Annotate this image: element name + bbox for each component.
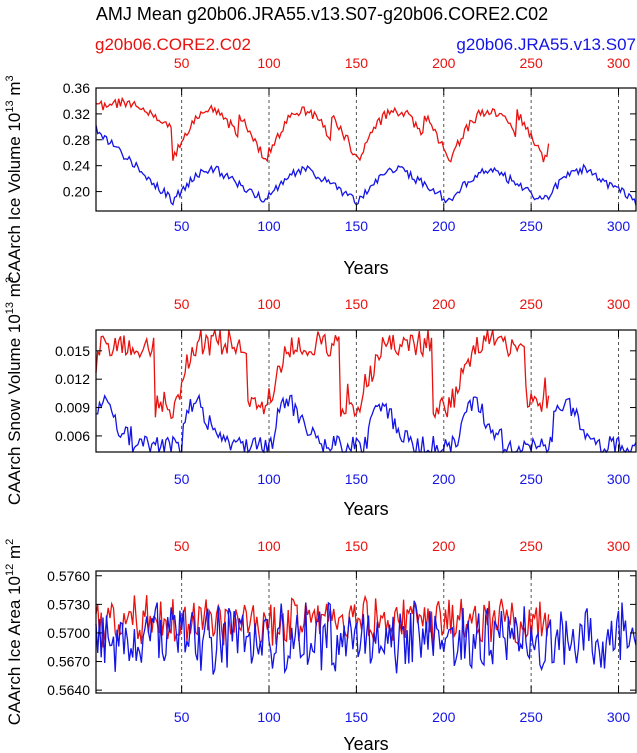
x-tick-label-bottom: 300 [607, 471, 631, 487]
x-tick-label-bottom: 50 [174, 471, 190, 487]
x-tick-label-bottom: 250 [519, 709, 543, 725]
plot-frame [95, 87, 637, 212]
x-tick-label-bottom: 200 [432, 471, 456, 487]
y-tick-label: 0.32 [63, 106, 90, 122]
x-tick-label-top: 100 [257, 538, 281, 554]
x-tick-label-bottom: 50 [174, 218, 190, 234]
y-axis-label: CAArch Ice Area 1012 m2 [4, 539, 24, 726]
y-tick-label: 0.5760 [47, 568, 90, 584]
x-tick-label-bottom: 150 [345, 471, 369, 487]
series-red-line [96, 96, 550, 163]
y-axis-label: CAArch Ice Volume 1013 m3 [4, 75, 24, 283]
x-tick-label-top: 50 [174, 296, 190, 312]
x-tick-label-top: 50 [174, 538, 190, 554]
x-tick-label-bottom: 200 [432, 218, 456, 234]
plot-frame [95, 329, 637, 453]
x-tick-label-top: 250 [519, 55, 543, 71]
x-tick-label-top: 200 [432, 55, 456, 71]
x-tick-label-bottom: 150 [345, 218, 369, 234]
y-tick-label: 0.5730 [47, 596, 90, 612]
x-tick-label-bottom: 250 [519, 471, 543, 487]
y-tick-label: 0.20 [63, 184, 90, 200]
legend-red-label: g20b06.CORE2.C02 [95, 35, 251, 54]
series-blue-line [95, 124, 637, 206]
x-tick-label-bottom: 50 [174, 709, 190, 725]
x-tick-label-bottom: 100 [257, 218, 281, 234]
x-tick-label-top: 300 [607, 538, 631, 554]
ice-volume-panel: 0.36 0.32 0.28 0.24 0.20 50 50 100 100 150 150 200 2… [4, 55, 637, 284]
x-tick-label-bottom: 100 [257, 709, 281, 725]
x-tick-label-bottom: 100 [257, 471, 281, 487]
x-tick-label-top: 250 [519, 538, 543, 554]
plot-frame [95, 570, 637, 694]
x-axis-label: Years [343, 734, 388, 753]
y-tick-label: 0.015 [55, 343, 90, 359]
x-tick-label-bottom: 300 [607, 709, 631, 725]
x-tick-label-top: 150 [345, 538, 369, 554]
x-tick-label-top: 300 [607, 296, 631, 312]
x-tick-label-top: 250 [519, 296, 543, 312]
x-tick-label-top: 100 [257, 296, 281, 312]
y-tick-label: 0.006 [55, 428, 90, 444]
x-axis-label: Years [343, 499, 388, 519]
series-red-line [95, 594, 550, 648]
series-red-line [95, 329, 550, 420]
y-axis-label: CAArch Snow Volume 1013 m3 [4, 277, 24, 505]
y-tick-label: 0.012 [55, 371, 90, 387]
ice-area-panel: 0.5760 0.5730 0.5700 0.5670 0.5640 50 50 100 100… [4, 538, 637, 753]
series-blue-line [96, 393, 637, 454]
y-tick-label: 0.28 [63, 132, 90, 148]
figure-title: AMJ Mean g20b06.JRA55.v13.S07-g20b06.COR… [96, 4, 548, 24]
y-tick-label: 0.5670 [47, 654, 90, 670]
y-tick-label: 0.36 [63, 80, 90, 96]
snow-volume-panel: 0.015 0.012 0.009 0.006 50 50 100 100 150 150 200 2… [4, 277, 637, 519]
y-tick-label: 0.24 [63, 158, 90, 174]
x-tick-label-bottom: 150 [345, 709, 369, 725]
x-tick-label-bottom: 200 [432, 709, 456, 725]
x-tick-label-bottom: 300 [607, 218, 631, 234]
x-tick-label-top: 50 [174, 55, 190, 71]
legend-blue-label: g20b06.JRA55.v13.S07 [456, 35, 636, 54]
x-tick-label-top: 300 [607, 55, 631, 71]
x-tick-label-top: 150 [345, 296, 369, 312]
x-tick-label-top: 100 [257, 55, 281, 71]
y-tick-label: 0.5700 [47, 625, 90, 641]
x-tick-label-top: 200 [432, 538, 456, 554]
y-tick-label: 0.5640 [47, 682, 90, 698]
x-tick-label-top: 150 [345, 55, 369, 71]
y-tick-label: 0.009 [55, 400, 90, 416]
x-tick-label-bottom: 250 [519, 218, 543, 234]
series-blue-line [95, 600, 637, 675]
x-tick-label-top: 200 [432, 296, 456, 312]
x-axis-label: Years [343, 258, 388, 278]
